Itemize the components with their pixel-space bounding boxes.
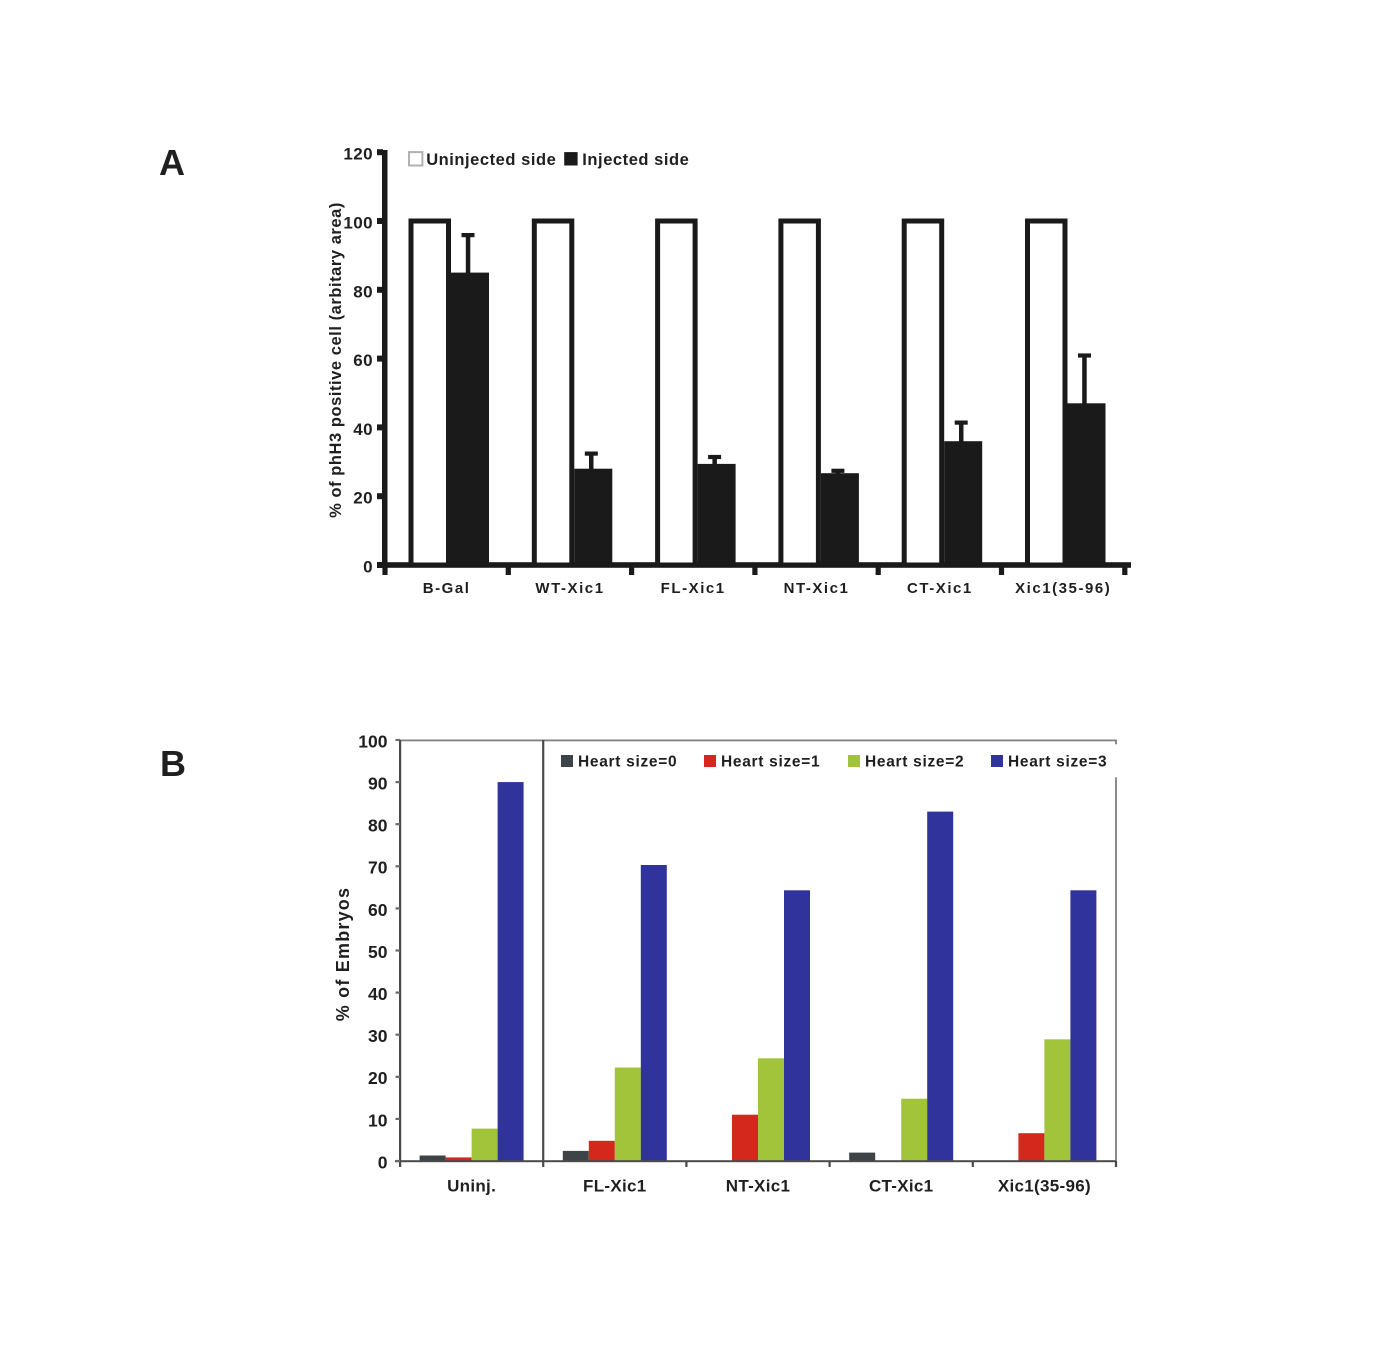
svg-text:100: 100 (358, 731, 387, 751)
svg-text:WT-Xic1: WT-Xic1 (535, 580, 604, 597)
svg-text:Xic1(35-96): Xic1(35-96) (1015, 580, 1111, 597)
svg-text:120: 120 (343, 145, 373, 164)
svg-text:CT-Xic1: CT-Xic1 (907, 580, 973, 597)
svg-text:20: 20 (353, 489, 373, 508)
svg-text:0: 0 (363, 558, 373, 577)
svg-text:30: 30 (368, 1026, 388, 1046)
svg-text:NT-Xic1: NT-Xic1 (726, 1177, 790, 1196)
svg-text:70: 70 (368, 858, 388, 878)
svg-text:40: 40 (368, 984, 388, 1004)
svg-text:Injected side: Injected side (582, 151, 689, 169)
svg-text:Uninj.: Uninj. (447, 1177, 496, 1196)
svg-text:60: 60 (353, 351, 373, 370)
svg-text:Heart size=1: Heart size=1 (721, 754, 820, 771)
svg-text:Xic1(35-96): Xic1(35-96) (998, 1177, 1091, 1196)
svg-text:CT-Xic1: CT-Xic1 (869, 1177, 933, 1196)
svg-text:80: 80 (353, 282, 373, 301)
svg-text:80: 80 (368, 816, 388, 836)
svg-text:50: 50 (368, 942, 388, 962)
svg-text:20: 20 (368, 1068, 388, 1088)
svg-text:100: 100 (343, 214, 373, 233)
svg-text:NT-Xic1: NT-Xic1 (784, 580, 850, 597)
svg-text:Uninjected side: Uninjected side (426, 151, 556, 169)
svg-text:60: 60 (368, 900, 388, 920)
svg-text:Heart size=2: Heart size=2 (865, 754, 964, 771)
svg-text:Heart size=3: Heart size=3 (1008, 754, 1107, 771)
svg-text:B: B (160, 743, 186, 784)
svg-text:% of Embryos: % of Embryos (333, 887, 353, 1021)
svg-text:A: A (159, 142, 185, 183)
svg-text:0: 0 (378, 1152, 388, 1172)
svg-text:B-Gal: B-Gal (423, 580, 471, 597)
svg-text:% of phH3 positive cell (arbit: % of phH3 positive cell (arbitary area) (327, 202, 345, 518)
svg-text:Heart size=0: Heart size=0 (578, 754, 677, 771)
svg-text:90: 90 (368, 774, 388, 794)
svg-text:FL-Xic1: FL-Xic1 (661, 580, 726, 597)
svg-text:FL-Xic1: FL-Xic1 (583, 1177, 647, 1196)
svg-text:40: 40 (353, 420, 373, 439)
svg-text:10: 10 (368, 1110, 388, 1130)
